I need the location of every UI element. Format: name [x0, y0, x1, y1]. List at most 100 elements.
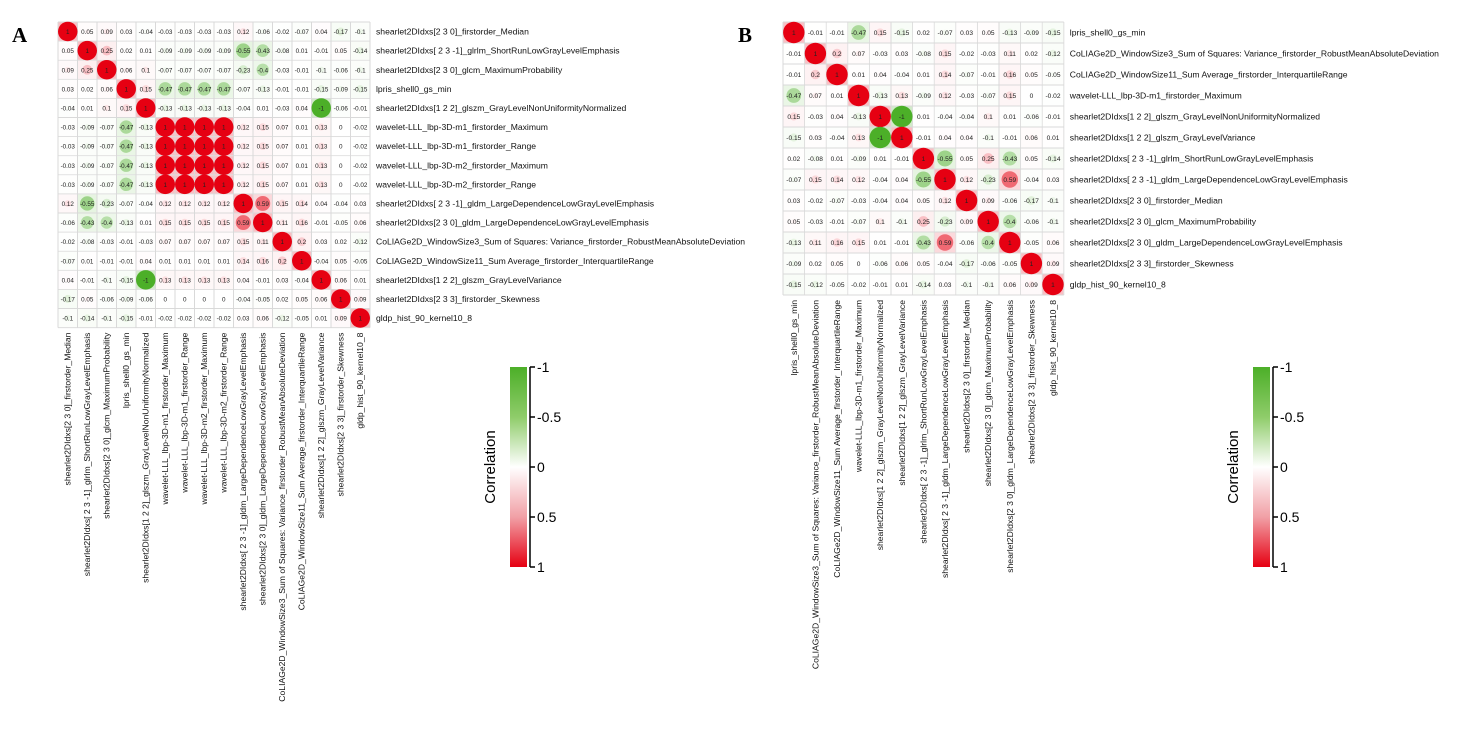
correlation-circle: [1028, 113, 1035, 120]
column-label: shearlet2DIdxs[2 3 0]_glcm_MaximumProbab…: [102, 332, 112, 519]
cell-value: -0.12: [275, 316, 290, 323]
cell-value: -1: [318, 105, 324, 112]
cell-value: -0.07: [178, 67, 193, 74]
correlation-circle: [84, 124, 91, 130]
cell-value: 0.04: [895, 177, 908, 184]
correlation-circle: [942, 114, 948, 119]
column-label: lpris_shell0_gs_min: [121, 332, 131, 408]
cell-background: [331, 156, 350, 175]
cell-value: 1: [163, 144, 167, 151]
cell-value: -0.07: [295, 29, 310, 36]
correlation-circle: [317, 180, 325, 188]
correlation-circle: [937, 150, 953, 167]
cell-background: [331, 137, 350, 156]
correlation-circle: [318, 296, 324, 302]
cell-value: -0.13: [786, 240, 801, 247]
correlation-circle: [786, 88, 802, 103]
cell-value: 0.04: [874, 72, 887, 79]
cell-value: 0.05: [787, 219, 800, 226]
correlation-circle: [220, 276, 228, 284]
correlation-circle: [101, 45, 112, 56]
cell-value: 0.15: [276, 201, 289, 208]
correlation-circle: [66, 87, 70, 91]
cell-value: -0.01: [916, 135, 931, 142]
cell-value: -0.05: [334, 220, 349, 227]
cell-value: -0.08: [275, 48, 290, 55]
correlation-circle: [814, 31, 817, 34]
cell-value: -0.07: [61, 258, 76, 265]
correlation-circle: [337, 315, 344, 321]
cell-value: 0.15: [809, 177, 822, 184]
correlation-circle: [356, 238, 364, 246]
correlation-circle: [963, 71, 970, 78]
correlation-circle: [965, 51, 969, 56]
cell-value: 0.13: [198, 277, 211, 284]
cell-value: -0.03: [808, 114, 823, 121]
correlation-circle: [899, 177, 904, 182]
correlation-circle: [261, 106, 264, 109]
cell-value: 1: [222, 144, 226, 151]
correlation-circle: [869, 105, 891, 128]
cell-value: -0.09: [217, 48, 232, 55]
correlation-circle: [161, 200, 169, 207]
cell-value: -0.02: [61, 239, 76, 246]
correlation-circle: [338, 67, 344, 73]
correlation-circle: [1001, 171, 1019, 188]
correlation-circle: [65, 220, 71, 225]
heatmap-panel-a: 1 0.05 0.09 0.03 -0.04 -0.03 -0.03 -0.03 -0.03 0.…: [57, 21, 745, 702]
correlation-circle: [357, 296, 364, 302]
correlation-circle: [155, 136, 175, 156]
cell-value: 0.15: [218, 220, 231, 227]
colorbar-tick-label: -0.5: [1280, 409, 1304, 425]
row-label: shearlet2DIdxs[2 3 0]_gldm_LargeDependen…: [1070, 238, 1343, 248]
correlation-circle: [336, 27, 345, 36]
cell-value: 0.09: [354, 296, 367, 303]
correlation-circle: [194, 174, 214, 195]
correlation-circle: [155, 155, 175, 175]
correlation-circle: [1007, 281, 1013, 288]
cell-value: 0.12: [218, 201, 231, 208]
correlation-circle: [1029, 177, 1034, 182]
correlation-circle: [84, 162, 91, 169]
cell-value: -0.03: [178, 29, 193, 36]
cell-value: -0.03: [217, 29, 232, 36]
correlation-circle: [123, 296, 130, 302]
correlation-circle: [920, 92, 927, 99]
cell-value: -0.55: [236, 48, 251, 55]
column-label: shearlet2DIdxs[1 2 2]_glszm_GrayLevelNon…: [141, 332, 151, 582]
correlation-circle: [783, 21, 805, 44]
colorbar-title: Correlation: [1225, 430, 1242, 503]
cell-background: [175, 289, 194, 308]
correlation-circle: [941, 91, 949, 100]
correlation-circle: [878, 51, 883, 56]
cell-background: [1021, 85, 1042, 106]
correlation-circle: [236, 43, 251, 58]
cell-value: 0.01: [852, 72, 865, 79]
correlation-circle: [183, 259, 186, 262]
correlation-circle: [241, 106, 246, 110]
correlation-circle: [200, 218, 209, 227]
row-label: shearlet2DIdxs[1 2 2]_glszm_GrayLevelNon…: [376, 103, 626, 113]
correlation-circle: [144, 317, 147, 320]
cell-value: -0.03: [275, 67, 290, 74]
correlation-circle: [897, 91, 906, 100]
correlation-circle: [221, 67, 227, 73]
cell-value: -0.05: [1024, 240, 1039, 247]
correlation-circle: [1051, 93, 1055, 98]
correlation-circle: [985, 92, 992, 99]
cell-value: -0.14: [353, 48, 368, 55]
correlation-circle: [338, 220, 343, 225]
column-label: CoLIAGe2D_WindowSize11_Sum Average_first…: [297, 332, 307, 610]
correlation-circle: [239, 142, 247, 150]
correlation-circle: [320, 49, 323, 52]
correlation-circle: [258, 142, 267, 150]
correlation-circle: [854, 175, 863, 184]
correlation-circle: [279, 47, 286, 54]
cell-value: 0.01: [159, 258, 172, 265]
correlation-circle: [241, 316, 245, 320]
cell-value: 0.03: [787, 198, 800, 205]
correlation-circle: [879, 283, 882, 286]
correlation-circle: [1007, 197, 1013, 204]
correlation-circle: [350, 308, 370, 328]
correlation-circle: [834, 114, 840, 119]
